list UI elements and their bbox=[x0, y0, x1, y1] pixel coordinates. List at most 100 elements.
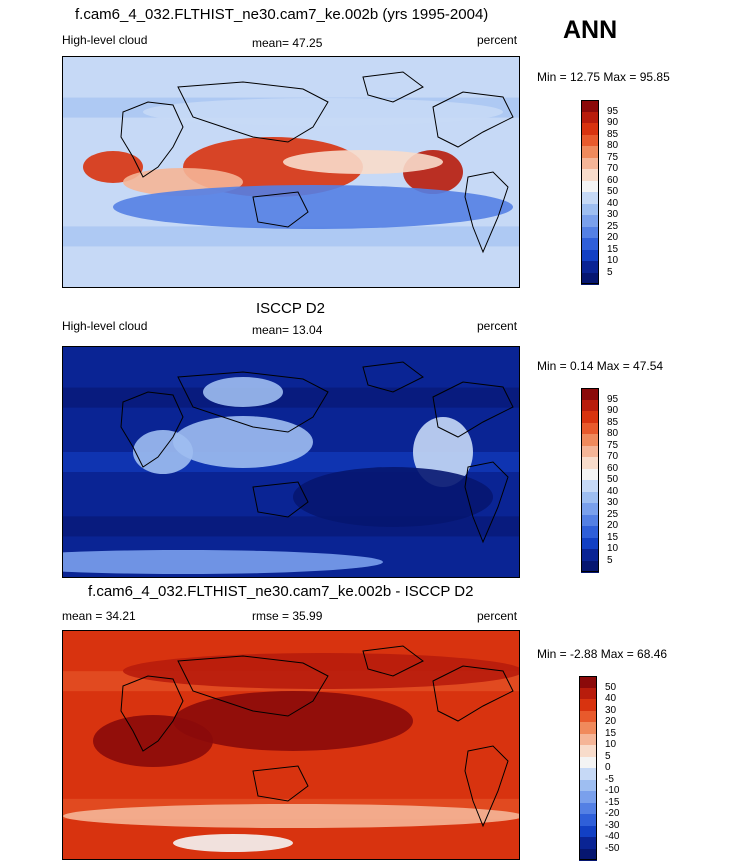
colorbar-tick-label: 20 bbox=[605, 716, 617, 727]
colorbar-swatch bbox=[581, 537, 599, 550]
panel-diff-rmse-label: rmse = 35.99 bbox=[252, 609, 323, 623]
coastline bbox=[120, 391, 184, 468]
panel-model-units-label: percent bbox=[477, 33, 518, 47]
panel-obs-title: ISCCP D2 bbox=[256, 300, 325, 317]
colorbar-swatch bbox=[581, 457, 599, 469]
panel-obs-contour-field bbox=[63, 347, 519, 577]
colorbar-tick-label: -40 bbox=[605, 831, 620, 842]
colorbar-swatch bbox=[581, 480, 599, 492]
colorbar-swatch bbox=[581, 514, 599, 527]
panel-diff-contour-field bbox=[63, 631, 519, 859]
coastline bbox=[252, 765, 309, 802]
colorbar-swatch bbox=[581, 134, 599, 147]
colorbar-tick-label: 80 bbox=[607, 140, 619, 151]
colorbar-tick-label: 50 bbox=[607, 186, 619, 197]
coastline bbox=[464, 171, 509, 254]
colorbar-swatch bbox=[581, 249, 599, 262]
coastline bbox=[177, 371, 329, 433]
colorbar-tick-label: 40 bbox=[607, 197, 619, 209]
colorbar-swatch bbox=[581, 560, 599, 573]
colorbar-swatch bbox=[579, 733, 597, 746]
colorbar-swatch bbox=[581, 146, 599, 158]
colorbar-tick-label: 5 bbox=[607, 554, 613, 566]
colorbar-tick-label: 80 bbox=[607, 428, 619, 439]
field-feature bbox=[83, 151, 143, 183]
coastline bbox=[120, 101, 184, 178]
field-feature bbox=[113, 185, 513, 229]
colorbar-swatch bbox=[581, 526, 599, 538]
field-feature bbox=[63, 804, 519, 828]
coastline bbox=[120, 675, 184, 752]
colorbar-frame bbox=[579, 676, 597, 860]
colorbar-swatch bbox=[581, 503, 599, 515]
colorbar-swatch bbox=[581, 261, 599, 273]
coastline bbox=[252, 191, 309, 228]
colorbar-swatch bbox=[579, 802, 597, 815]
panel-model-map bbox=[62, 56, 520, 288]
colorbar-swatch bbox=[581, 226, 599, 239]
coastline bbox=[177, 81, 329, 143]
colorbar-swatch bbox=[579, 814, 597, 826]
colorbar-swatch bbox=[579, 687, 597, 700]
coastline bbox=[252, 481, 309, 518]
colorbar-frame bbox=[581, 100, 599, 284]
coastline bbox=[177, 655, 329, 717]
coastline bbox=[432, 665, 514, 722]
coastline bbox=[432, 91, 514, 148]
colorbar-tick-label: 25 bbox=[607, 508, 619, 520]
colorbar-tick-label: 10 bbox=[605, 739, 617, 750]
coastline bbox=[362, 645, 424, 677]
panel-model-title: f.cam6_4_032.FLTHIST_ne30.cam7_ke.002b (… bbox=[75, 6, 489, 23]
colorbar-tick-label: 70 bbox=[607, 451, 619, 462]
colorbar-swatch bbox=[581, 434, 599, 446]
colorbar-swatch bbox=[581, 123, 599, 135]
colorbar-tick-label: 90 bbox=[607, 117, 619, 128]
colorbar-tick-label: 75 bbox=[607, 439, 619, 451]
colorbar-tick-label: 85 bbox=[607, 416, 619, 428]
colorbar-swatch bbox=[579, 837, 597, 849]
colorbar-tick-label: 70 bbox=[607, 163, 619, 174]
colorbar-swatch bbox=[581, 157, 599, 170]
colorbar-swatch bbox=[579, 825, 597, 838]
panel-obs-minmax: Min = 0.14 Max = 47.54 bbox=[537, 359, 664, 373]
colorbar-swatch bbox=[579, 745, 597, 757]
colorbar-swatch bbox=[579, 848, 597, 861]
colorbar-tick-label: 15 bbox=[607, 243, 619, 255]
colorbar-tick-label: 10 bbox=[607, 543, 619, 554]
colorbar-tick-label: 50 bbox=[607, 474, 619, 485]
panel-obs-mean-label: mean= 13.04 bbox=[252, 323, 323, 337]
colorbar-swatch bbox=[581, 411, 599, 423]
colorbar-tick-label: 60 bbox=[607, 174, 619, 186]
colorbar-tick-label: 30 bbox=[607, 209, 619, 220]
field-feature bbox=[63, 550, 383, 574]
colorbar-swatch bbox=[581, 169, 599, 181]
colorbar-tick-label: -30 bbox=[605, 819, 620, 831]
panel-diff-map bbox=[62, 630, 520, 860]
colorbar-swatch bbox=[579, 710, 597, 723]
season-label: ANN bbox=[563, 16, 618, 44]
coastline bbox=[362, 361, 424, 393]
colorbar-tick-label: 25 bbox=[607, 220, 619, 232]
colorbar-tick-label: 50 bbox=[605, 681, 617, 693]
colorbar-tick-label: -5 bbox=[605, 773, 614, 785]
colorbar-tick-label: 95 bbox=[607, 393, 619, 405]
field-feature bbox=[293, 467, 493, 527]
colorbar-swatch bbox=[581, 422, 599, 435]
panel-obs-units-label: percent bbox=[477, 319, 518, 333]
colorbar-tick-label: 20 bbox=[607, 232, 619, 243]
field-feature bbox=[173, 416, 313, 468]
panel-model-minmax: Min = 12.75 Max = 95.85 bbox=[537, 70, 670, 84]
colorbar-tick-label: 30 bbox=[605, 704, 617, 716]
colorbar-tick-label: 20 bbox=[607, 520, 619, 531]
field-band bbox=[63, 226, 519, 247]
colorbar-swatch bbox=[581, 192, 599, 204]
field-feature bbox=[143, 98, 503, 126]
colorbar-frame bbox=[581, 388, 599, 572]
panel-obs-variable-label: High-level cloud bbox=[62, 319, 148, 333]
coastline bbox=[432, 381, 514, 438]
field-feature bbox=[123, 653, 519, 689]
field-feature bbox=[173, 834, 293, 852]
field-feature bbox=[93, 715, 213, 767]
colorbar-swatch bbox=[581, 399, 599, 412]
colorbar-swatch bbox=[581, 203, 599, 216]
